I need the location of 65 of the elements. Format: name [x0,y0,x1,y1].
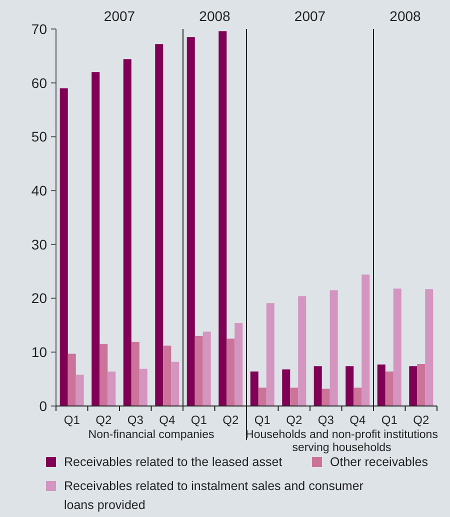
bar [76,374,84,406]
bar [322,388,330,406]
bar [298,296,306,406]
legend-label: Other receivables [330,455,428,469]
bar [92,72,100,406]
bar [290,388,298,406]
text: Non-financial companies [88,429,214,441]
text: 2008 [390,8,422,24]
x-tick-label: Q1 [190,413,208,427]
bar [330,290,338,406]
y-tick-label: 40 [31,182,48,198]
x-tick-label: Q4 [350,413,366,427]
y-tick-label: 50 [31,128,48,145]
legend-label: Receivables related to instalment sales and consumer loans provided [64,479,364,512]
bar [60,88,68,406]
bar [250,372,258,406]
x-tick-label: Q2 [286,413,302,427]
bar [377,364,386,406]
x-tick-label: Q4 [159,413,176,427]
y-tick-label: 0 [39,398,48,414]
text: Households and non-profit institutions serving households [246,429,438,454]
bar [100,344,108,406]
bar [226,338,235,406]
text: 2008 [199,8,231,24]
x-tick-label: Q1 [64,413,80,427]
bar [194,336,203,406]
x-tick-label: Q2 [96,413,112,427]
y-tick-label: 10 [31,344,48,360]
y-tick-label: 20 [31,290,48,306]
bar [425,289,434,406]
bar [417,364,426,406]
bar [393,288,402,406]
bar [68,354,76,406]
x-tick-label: Q2 [413,413,430,427]
bar [234,323,243,406]
bar [171,362,180,406]
bar [218,31,227,406]
bar [258,388,266,406]
bar [186,37,195,406]
legend-label: Receivables related to the leased asset [64,455,283,469]
bar [362,274,370,406]
y-tick-label: 60 [31,74,48,91]
bar [155,44,164,406]
bar [139,368,148,406]
bar [202,332,211,406]
x-tick-label: Q1 [381,413,398,427]
bar [346,366,354,406]
text: 2007 [294,8,326,24]
bar [314,366,322,406]
bar [354,388,362,406]
y-tick-label: 30 [31,236,48,252]
bar [131,342,140,406]
text: 2007 [104,8,136,24]
bar [108,372,116,406]
x-tick-label: Q1 [254,413,271,427]
y-tick-label: 70 [31,20,48,37]
bar [385,372,394,406]
x-tick-label: Q3 [318,413,334,427]
x-tick-label: Q2 [222,413,239,427]
bar [123,59,132,406]
bar [409,366,418,406]
bar [282,369,290,406]
bar [163,346,172,406]
bar [266,303,274,406]
x-tick-label: Q3 [127,413,144,427]
